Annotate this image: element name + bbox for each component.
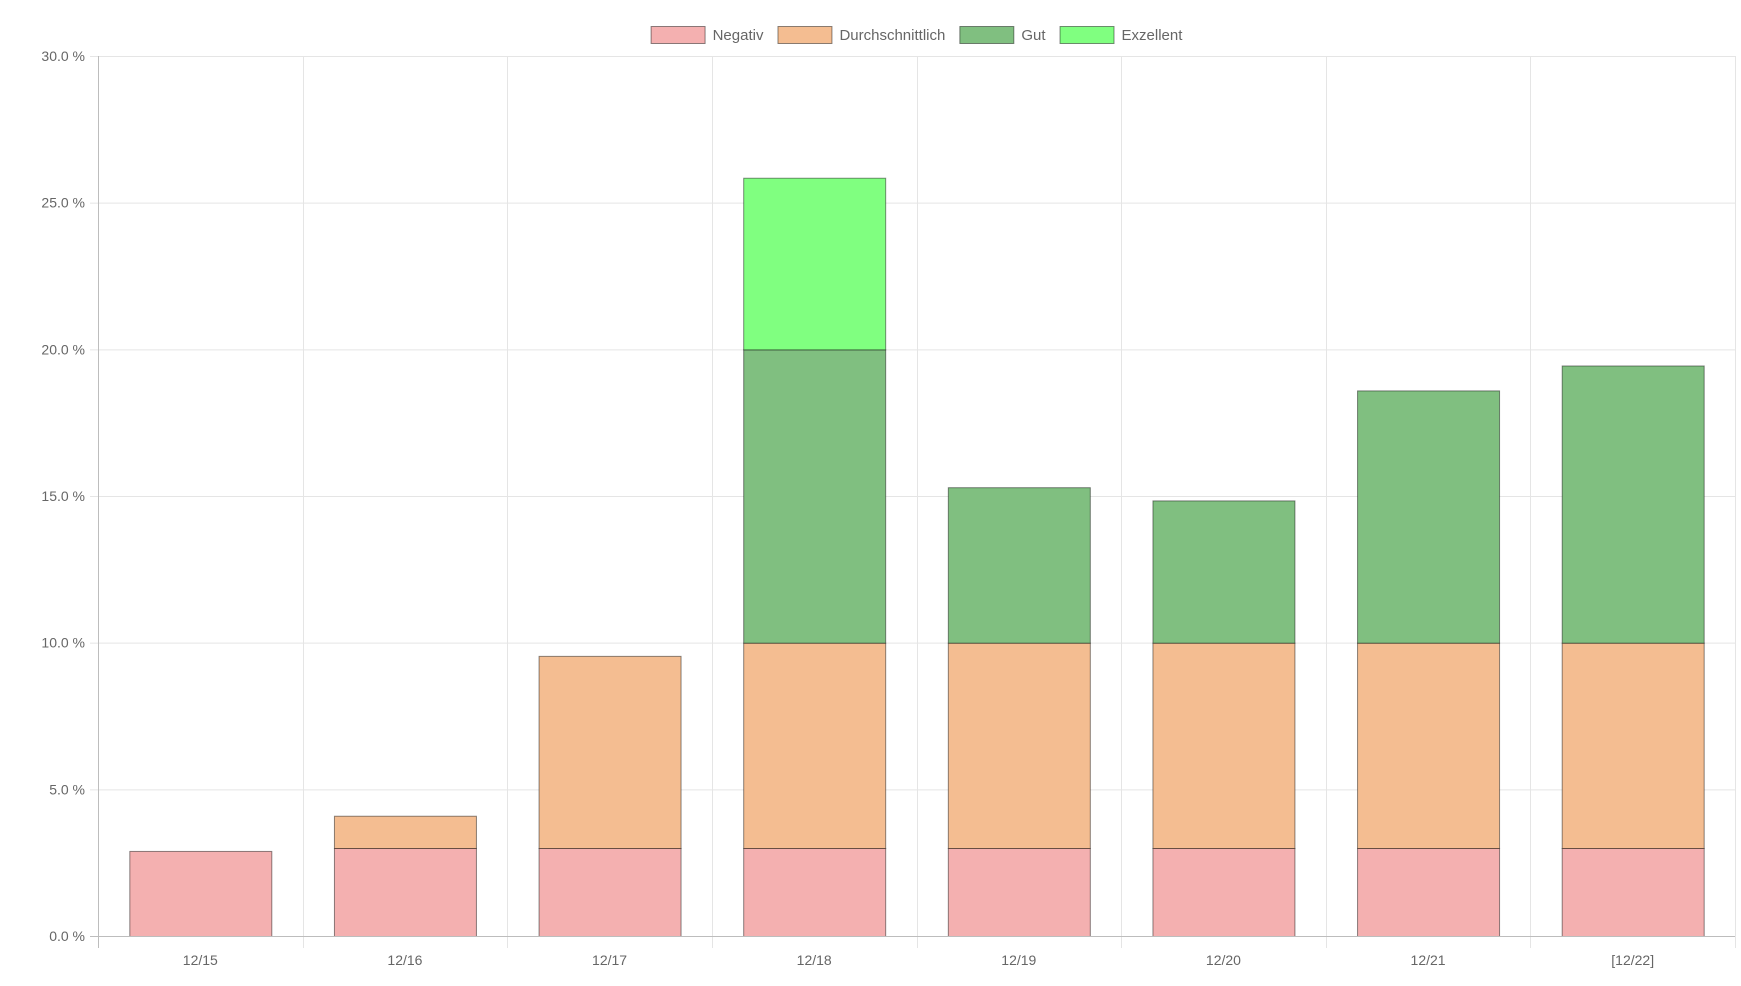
bar-negativ-1222[interactable] (1561, 848, 1705, 937)
x-tick-label: 12/17 (592, 952, 627, 968)
legend-label: Durchschnittlich (839, 27, 945, 44)
grid (90, 56, 1736, 948)
legend-item-negativ[interactable]: Negativ (650, 26, 764, 45)
bar-negativ-1215[interactable] (129, 850, 273, 938)
x-tick-label: 12/16 (387, 952, 422, 968)
bar-durchschnittlich-1219[interactable] (947, 642, 1091, 850)
legend-item-durchschnittlich[interactable]: Durchschnittlich (777, 26, 945, 45)
bar-durchschnittlich-1221[interactable] (1357, 642, 1501, 850)
bar-durchschnittlich-1220[interactable] (1152, 642, 1296, 850)
bar-negativ-1218[interactable] (743, 848, 887, 937)
bar-durchschnittlich-1222[interactable] (1561, 642, 1705, 850)
bar-gut-1222[interactable] (1561, 365, 1705, 644)
bar-gut-1220[interactable] (1152, 500, 1296, 644)
bar-negativ-1221[interactable] (1357, 848, 1501, 937)
legend-item-gut[interactable]: Gut (959, 26, 1047, 45)
y-axis-ticks: 0.0 % 5.0 % 10.0 % 15.0 % 20.0 % 25.0 % 30.0 % (41, 48, 85, 944)
axes (90, 56, 1735, 948)
x-tick-label: [12/22] (1611, 952, 1654, 968)
bar-durchschnittlich-1217[interactable] (538, 655, 682, 849)
bar-negativ-1217[interactable] (538, 848, 682, 937)
bar-negativ-1219[interactable] (947, 848, 1091, 937)
bar-gut-1221[interactable] (1357, 390, 1501, 644)
bar-gut-1218[interactable] (743, 349, 887, 644)
bar-exzellent-1218[interactable] (743, 177, 887, 351)
bar-durchschnittlich-1218[interactable] (743, 642, 887, 850)
legend-label: Gut (1021, 27, 1046, 44)
legend-swatch (1059, 26, 1115, 44)
bar-negativ-1216[interactable] (333, 848, 477, 937)
legend: Negativ Durchschnittlich Gut Exzellent (650, 26, 1184, 45)
x-tick-label: 12/15 (183, 952, 218, 968)
bar-durchschnittlich-1216[interactable] (333, 815, 477, 850)
y-tick-label: 5.0 % (49, 781, 85, 797)
x-tick-label: 12/20 (1206, 952, 1241, 968)
legend-swatch (777, 26, 833, 44)
y-tick-label: 20.0 % (41, 341, 85, 357)
y-tick-label: 10.0 % (41, 635, 85, 651)
y-tick-label: 30.0 % (41, 48, 85, 64)
legend-swatch (959, 26, 1015, 44)
legend-label: Negativ (713, 27, 764, 44)
x-tick-label: 12/19 (1001, 952, 1036, 968)
legend-swatch (650, 26, 706, 44)
bar-gut-1219[interactable] (947, 487, 1091, 644)
bars (129, 177, 1705, 938)
x-tick-label: 12/18 (797, 952, 832, 968)
legend-item-exzellent[interactable]: Exzellent (1059, 26, 1184, 45)
y-tick-label: 0.0 % (49, 928, 85, 944)
bar-negativ-1220[interactable] (1152, 848, 1296, 937)
x-axis-ticks: 12/15 12/16 12/17 12/18 12/19 12/20 12/21 [12/2… (183, 952, 1654, 968)
x-tick-label: 12/21 (1411, 952, 1446, 968)
y-tick-label: 15.0 % (41, 488, 85, 504)
legend-label: Exzellent (1122, 27, 1184, 44)
y-tick-label: 25.0 % (41, 195, 85, 211)
